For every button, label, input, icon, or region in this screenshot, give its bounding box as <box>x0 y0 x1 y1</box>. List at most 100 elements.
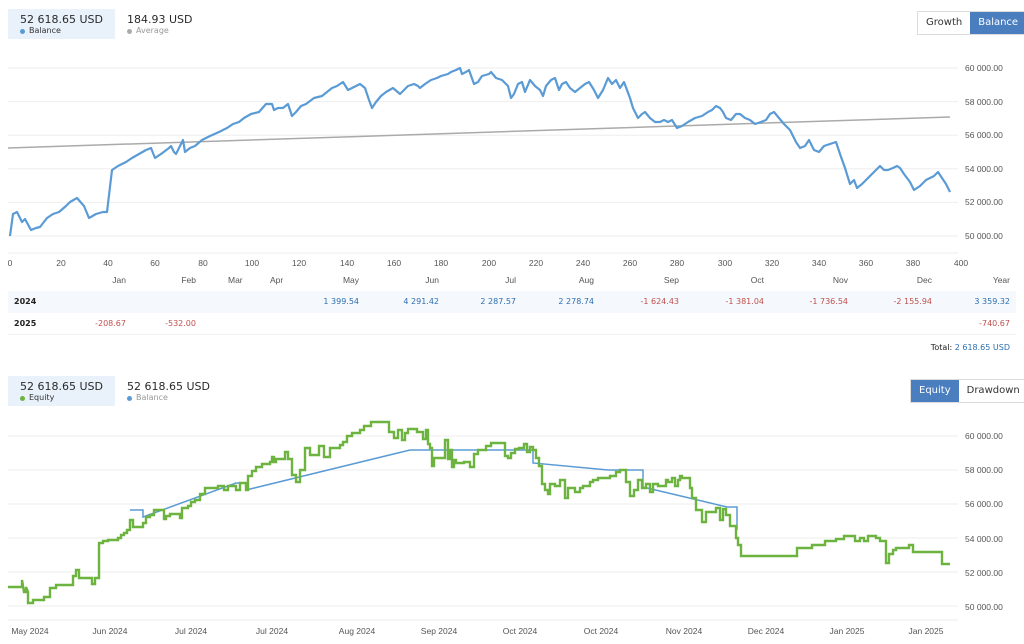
total-result: Total: 2 618.65 USD <box>931 343 1010 352</box>
cell-oct-2024: -1 381.04 <box>725 297 764 306</box>
svg-text:Sep 2024: Sep 2024 <box>421 626 458 636</box>
y-tick: 58 000.00 <box>965 97 1003 107</box>
month-header: Oct <box>750 275 764 285</box>
cell-year-2024: 3 359.32 <box>974 297 1010 306</box>
cell-may-2024: 1 399.54 <box>323 297 359 306</box>
year-label: 2025 <box>14 319 37 328</box>
svg-text:Jan 2025: Jan 2025 <box>909 626 944 636</box>
svg-text:300: 300 <box>718 258 732 268</box>
cell-feb-2025: -532.00 <box>165 319 196 328</box>
cell-nov-2024: -1 736.54 <box>809 297 848 306</box>
legend-balance-bottom-value: 52 618.65 USD <box>126 380 210 393</box>
total-value: 2 618.65 USD <box>954 343 1010 352</box>
svg-text:80: 80 <box>198 258 208 268</box>
cell-dec-2024: -2 155.94 <box>893 297 932 306</box>
chart-type-toggle: Growth Balance <box>917 11 1024 35</box>
y-tick: 54 000.00 <box>965 534 1003 544</box>
month-header: Dec <box>916 275 932 285</box>
legend-item-balance-bottom[interactable]: 52 618.65 USD Balance <box>115 376 222 406</box>
y-tick: 58 000.00 <box>965 465 1003 475</box>
svg-text:160: 160 <box>387 258 401 268</box>
svg-text:Nov 2024: Nov 2024 <box>666 626 703 636</box>
svg-text:380: 380 <box>906 258 920 268</box>
month-header: Jul <box>505 275 516 285</box>
cell-aug-2024: 2 278.74 <box>558 297 594 306</box>
svg-text:260: 260 <box>623 258 637 268</box>
svg-text:Oct 2024: Oct 2024 <box>584 626 619 636</box>
svg-text:120: 120 <box>292 258 306 268</box>
svg-text:340: 340 <box>812 258 826 268</box>
y-tick: 56 000.00 <box>965 499 1003 509</box>
svg-text:40: 40 <box>103 258 113 268</box>
month-header: Jun <box>425 275 439 285</box>
svg-text:200: 200 <box>482 258 496 268</box>
month-header: Sep <box>663 275 679 285</box>
legend-average-value: 184.93 USD <box>126 13 193 26</box>
month-header: Mar <box>228 275 243 285</box>
month-header: Aug <box>578 275 594 285</box>
month-header: Apr <box>270 275 284 285</box>
x-axis-labels: 0 20 40 60 80 100 120 140 160 180 200 22… <box>8 258 969 268</box>
cell-jan-2025: -208.67 <box>95 319 126 328</box>
legend-balance-label: Balance <box>29 26 61 35</box>
y-tick: 60 000.00 <box>965 63 1003 73</box>
equity-button[interactable]: Equity <box>911 380 959 402</box>
balance-chart: 60 000.00 58 000.00 56 000.00 54 000.00 … <box>7 63 1003 268</box>
x-axis-labels: May 2024 Jun 2024 Jul 2024 Jul 2024 Aug … <box>11 626 943 636</box>
balance-dot-icon <box>20 28 25 34</box>
y-tick: 60 000.00 <box>965 431 1003 441</box>
average-dot-icon <box>126 28 132 34</box>
year-label: 2024 <box>14 297 37 306</box>
balance-line <box>8 66 951 237</box>
equity-dot-icon <box>20 395 25 401</box>
legend-item-average[interactable]: 184.93 USD Average <box>115 9 205 39</box>
monthly-table: Jan Feb Mar Apr May Jun Jul Aug Sep Oct … <box>0 270 1024 370</box>
balance-dot-icon <box>126 395 132 401</box>
y-tick: 56 000.00 <box>965 130 1003 140</box>
svg-text:400: 400 <box>954 258 968 268</box>
svg-text:Aug 2024: Aug 2024 <box>339 626 376 636</box>
svg-text:320: 320 <box>765 258 779 268</box>
cell-jul-2024: 2 287.57 <box>480 297 516 306</box>
y-tick: 52 000.00 <box>965 568 1003 578</box>
average-line <box>7 116 951 149</box>
equity-chart: 60 000.00 58 000.00 56 000.00 54 000.00 … <box>8 420 1003 636</box>
total-label: Total: <box>930 343 953 352</box>
svg-text:180: 180 <box>434 258 448 268</box>
svg-text:280: 280 <box>670 258 684 268</box>
table-row-2024: 2024 1 399.54 4 291.42 2 287.57 2 278.74… <box>8 291 1016 313</box>
growth-button[interactable]: Growth <box>918 12 971 34</box>
drawdown-button[interactable]: Drawdown <box>958 380 1024 402</box>
legend-balance-value: 52 618.65 USD <box>20 13 103 26</box>
svg-text:220: 220 <box>529 258 543 268</box>
grid-lines <box>8 435 958 621</box>
month-header: Year <box>992 275 1010 285</box>
svg-text:Dec 2024: Dec 2024 <box>748 626 785 636</box>
svg-text:Jun 2024: Jun 2024 <box>93 626 128 636</box>
y-axis-labels: 60 000.00 58 000.00 56 000.00 54 000.00 … <box>965 431 1003 612</box>
svg-text:0: 0 <box>8 258 13 268</box>
equity-chart-legend: 52 618.65 USD Equity 52 618.65 USD Balan… <box>8 376 222 406</box>
svg-text:100: 100 <box>245 258 259 268</box>
legend-item-equity[interactable]: 52 618.65 USD Equity <box>8 376 115 406</box>
svg-text:140: 140 <box>340 258 354 268</box>
cell-year-2025: -740.67 <box>979 319 1010 328</box>
y-tick: 54 000.00 <box>965 164 1003 174</box>
legend-item-balance[interactable]: 52 618.65 USD Balance <box>8 9 115 39</box>
svg-text:May 2024: May 2024 <box>11 626 49 636</box>
legend-average-label: Average <box>135 26 169 35</box>
balance-button[interactable]: Balance <box>970 12 1024 34</box>
balance-chart-legend: 52 618.65 USD Balance 184.93 USD Average <box>8 9 204 39</box>
y-tick: 50 000.00 <box>965 231 1003 241</box>
svg-text:20: 20 <box>56 258 66 268</box>
legend-balance-bottom-label: Balance <box>135 393 168 402</box>
svg-text:240: 240 <box>576 258 590 268</box>
grid-lines <box>8 67 958 254</box>
monthly-results-table: 2024 1 399.54 4 291.42 2 287.57 2 278.74… <box>8 291 1016 335</box>
month-header: Jan <box>112 275 126 285</box>
month-header: Nov <box>832 275 848 285</box>
y-axis-labels: 60 000.00 58 000.00 56 000.00 54 000.00 … <box>965 63 1003 241</box>
legend-equity-label: Equity <box>29 393 55 402</box>
y-tick: 50 000.00 <box>965 602 1003 612</box>
svg-text:Jan 2025: Jan 2025 <box>830 626 865 636</box>
